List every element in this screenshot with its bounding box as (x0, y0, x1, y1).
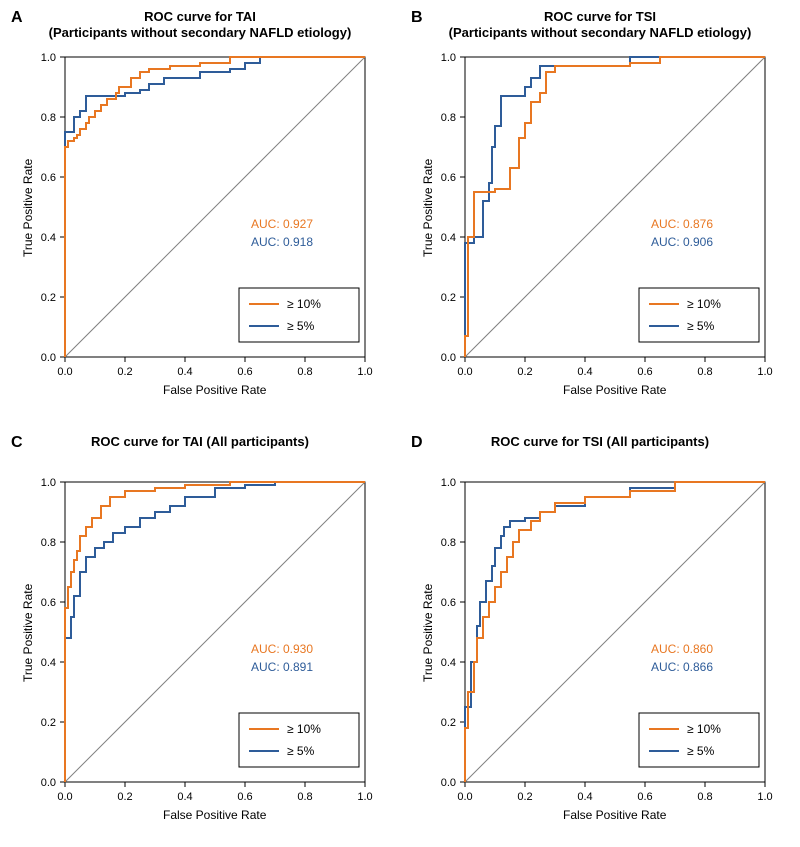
roc-plot-B: 0.00.0 0.2 0.2 0.4 0.4 0.6 0.6 0.8 0.8 1.0 1.0 AUC:… (405, 5, 795, 415)
xtick-label: 1.0 (757, 791, 772, 803)
panel-D: DROC curve for TSI (All participants)0.0… (405, 430, 795, 840)
legend-label-orange: ≥ 10% (687, 722, 721, 736)
legend-label-blue: ≥ 5% (687, 319, 715, 333)
xtick-label: 0.8 (297, 366, 312, 378)
panel-title-C: ROC curve for TAI (All participants) (5, 434, 395, 450)
xtick-label: 0.6 (637, 366, 652, 378)
xtick-label: 0.6 (237, 366, 252, 378)
ytick-label: 0.2 (41, 292, 56, 304)
roc-plot-D: 0.00.0 0.2 0.2 0.4 0.4 0.6 0.6 0.8 0.8 1.0 1.0 AUC:… (405, 430, 795, 840)
auc-orange: AUC: 0.860 (651, 642, 713, 656)
ytick-label: 1.0 (41, 477, 56, 489)
ylabel: True Positive Rate (421, 584, 435, 682)
ytick-label: 0.4 (441, 232, 456, 244)
ytick-label: 0.8 (41, 537, 56, 549)
xtick-label: 0.2 (117, 791, 132, 803)
ytick-label: 0.6 (41, 597, 56, 609)
legend-label-blue: ≥ 5% (287, 319, 315, 333)
xtick-label: 0.4 (577, 366, 592, 378)
auc-orange: AUC: 0.927 (251, 217, 313, 231)
legend-label-orange: ≥ 10% (287, 297, 321, 311)
panel-A: AROC curve for TAI(Participants without … (5, 5, 395, 415)
ytick-label: 1.0 (441, 52, 456, 64)
auc-blue: AUC: 0.866 (651, 660, 713, 674)
xtick-label: 0.2 (517, 791, 532, 803)
xtick-label: 0.8 (697, 366, 712, 378)
ytick-label: 0.4 (441, 657, 456, 669)
ytick-label: 0.2 (441, 292, 456, 304)
panel-title-D: ROC curve for TSI (All participants) (405, 434, 795, 450)
xtick-label: 0.4 (177, 366, 192, 378)
xlabel: False Positive Rate (563, 808, 666, 822)
panel-B: BROC curve for TSI(Participants without … (405, 5, 795, 415)
xtick-label: 0.2 (517, 366, 532, 378)
legend-label-orange: ≥ 10% (687, 297, 721, 311)
ytick-label: 0.8 (441, 112, 456, 124)
panel-C: CROC curve for TAI (All participants)0.0… (5, 430, 395, 840)
ylabel: True Positive Rate (21, 159, 35, 257)
ytick-label: 0.8 (441, 537, 456, 549)
panel-title-A: ROC curve for TAI(Participants without s… (5, 9, 395, 42)
xtick-label: 0.4 (577, 791, 592, 803)
panel-title-line1: ROC curve for TAI (All participants) (5, 434, 395, 450)
auc-blue: AUC: 0.891 (251, 660, 313, 674)
panel-title-line1: ROC curve for TAI (5, 9, 395, 25)
panel-title-line2: (Participants without secondary NAFLD et… (5, 25, 395, 41)
ytick-label: 0.4 (41, 657, 56, 669)
roc-figure: AROC curve for TAI(Participants without … (0, 0, 800, 847)
ytick-label: 0.8 (41, 112, 56, 124)
auc-orange: AUC: 0.876 (651, 217, 713, 231)
panel-title-line1: ROC curve for TSI (All participants) (405, 434, 795, 450)
xtick-label: 0.6 (237, 791, 252, 803)
xtick-label: 0.0 (57, 791, 72, 803)
ytick-label: 0.2 (41, 717, 56, 729)
legend-label-blue: ≥ 5% (287, 744, 315, 758)
xlabel: False Positive Rate (163, 808, 266, 822)
roc-plot-A: 0.00.0 0.2 0.2 0.4 0.4 0.6 0.6 0.8 0.8 1.0 1.0 AUC:… (5, 5, 395, 415)
ytick-label: 0.4 (41, 232, 56, 244)
xtick-label: 0.8 (697, 791, 712, 803)
ytick-label: 0.6 (441, 172, 456, 184)
xtick-label: 0.8 (297, 791, 312, 803)
xtick-label: 0.0 (57, 366, 72, 378)
ytick-label: 0.6 (441, 597, 456, 609)
ylabel: True Positive Rate (21, 584, 35, 682)
xtick-label: 0.0 (457, 366, 472, 378)
xtick-label: 0.2 (117, 366, 132, 378)
ytick-label: 0.0 (41, 777, 56, 789)
ytick-label: 1.0 (41, 52, 56, 64)
ytick-label: 0.6 (41, 172, 56, 184)
auc-blue: AUC: 0.906 (651, 235, 713, 249)
xtick-label: 0.4 (177, 791, 192, 803)
xtick-label: 0.6 (637, 791, 652, 803)
panel-title-line2: (Participants without secondary NAFLD et… (405, 25, 795, 41)
xtick-label: 1.0 (357, 791, 372, 803)
ytick-label: 1.0 (441, 477, 456, 489)
ytick-label: 0.0 (441, 777, 456, 789)
xlabel: False Positive Rate (563, 383, 666, 397)
xtick-label: 1.0 (357, 366, 372, 378)
ytick-label: 0.0 (41, 352, 56, 364)
panel-title-B: ROC curve for TSI(Participants without s… (405, 9, 795, 42)
ytick-label: 0.0 (441, 352, 456, 364)
ytick-label: 0.2 (441, 717, 456, 729)
legend-label-orange: ≥ 10% (287, 722, 321, 736)
panel-title-line1: ROC curve for TSI (405, 9, 795, 25)
ylabel: True Positive Rate (421, 159, 435, 257)
auc-blue: AUC: 0.918 (251, 235, 313, 249)
xtick-label: 1.0 (757, 366, 772, 378)
xlabel: False Positive Rate (163, 383, 266, 397)
roc-plot-C: 0.00.0 0.2 0.2 0.4 0.4 0.6 0.6 0.8 0.8 1.0 1.0 AUC:… (5, 430, 395, 840)
auc-orange: AUC: 0.930 (251, 642, 313, 656)
legend-label-blue: ≥ 5% (687, 744, 715, 758)
xtick-label: 0.0 (457, 791, 472, 803)
